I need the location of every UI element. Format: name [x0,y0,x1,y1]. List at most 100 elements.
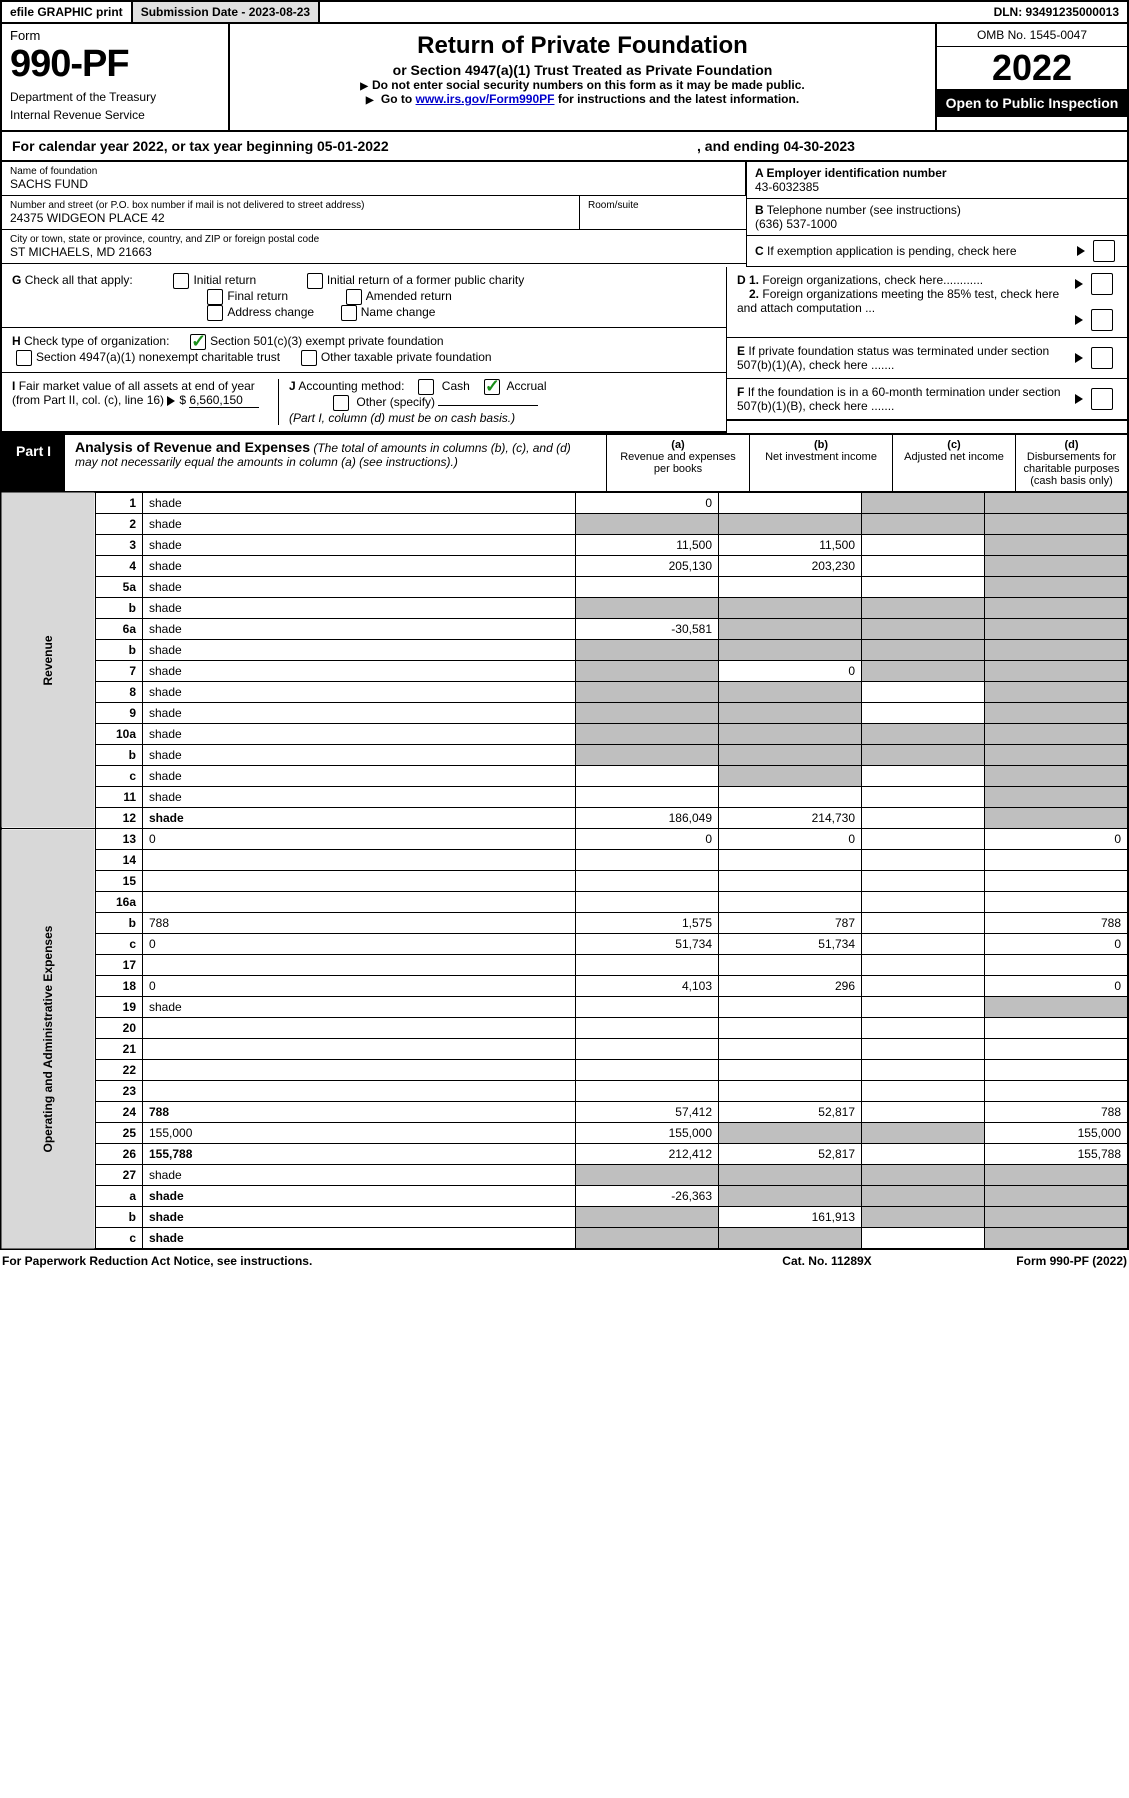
line-desc: shade [143,766,576,787]
accrual-checkbox[interactable] [484,379,500,395]
table-row: 6ashade-30,581 [1,619,1128,640]
cell-value: 155,000 [985,1123,1129,1144]
line-number: 15 [96,871,143,892]
col-c: (c) [947,439,960,451]
line-number: 11 [96,787,143,808]
cell-value [576,997,719,1018]
other-taxable-label: Other taxable private foundation [321,350,492,364]
cell-value: 296 [719,976,862,997]
501c3-checkbox[interactable] [190,334,206,350]
cell-shaded [985,535,1129,556]
entity-info: Name of foundation SACHS FUND Number and… [0,162,1129,267]
line-desc: shade [143,577,576,598]
cell-shaded [862,1207,985,1228]
table-row: 16a [1,892,1128,913]
omb-number: OMB No. 1545-0047 [937,24,1127,47]
cell-shaded [985,1186,1129,1207]
cell-value [862,556,985,577]
cell-value: 11,500 [576,535,719,556]
d1-checkbox[interactable] [1091,273,1113,295]
cell-value: -26,363 [576,1186,719,1207]
efile-label[interactable]: efile GRAPHIC print [2,2,133,22]
4947-label: Section 4947(a)(1) nonexempt charitable … [36,350,280,364]
table-row: 25155,000155,000155,000 [1,1123,1128,1144]
cell-value [719,787,862,808]
part1-title: Analysis of Revenue and Expenses [75,439,310,455]
cell-shaded [719,640,862,661]
cell-value [576,766,719,787]
line-number: c [96,766,143,787]
form-number: 990-PF [10,43,220,86]
accrual-label: Accrual [507,379,547,393]
line-number: 20 [96,1018,143,1039]
cell-value [719,1060,862,1081]
table-row: bshade161,913 [1,1207,1128,1228]
line-number: b [96,913,143,934]
e-checkbox[interactable] [1091,347,1113,369]
address-change-checkbox[interactable] [207,305,223,321]
cell-shaded [985,724,1129,745]
cell-value: 0 [576,829,719,850]
part-tag: Part I [2,435,65,491]
cell-shaded [985,640,1129,661]
exemption-checkbox[interactable] [1093,240,1115,262]
line-number: 13 [96,829,143,850]
table-row: 19shade [1,997,1128,1018]
line-desc: 155,000 [143,1123,576,1144]
city-state-zip: ST MICHAELS, MD 21663 [10,245,738,259]
table-row: 22 [1,1060,1128,1081]
initial-former-checkbox[interactable] [307,273,323,289]
cell-shaded [862,1165,985,1186]
line-number: 12 [96,808,143,829]
4947-checkbox[interactable] [16,350,32,366]
room-label: Room/suite [588,200,738,211]
other-taxable-checkbox[interactable] [301,350,317,366]
cell-shaded [719,598,862,619]
cash-checkbox[interactable] [418,379,434,395]
cell-value [985,892,1129,913]
cell-shaded [862,1186,985,1207]
d2-checkbox[interactable] [1091,309,1113,331]
table-row: 2478857,41252,817788 [1,1102,1128,1123]
cell-value: 214,730 [719,808,862,829]
form990pf-link[interactable]: www.irs.gov/Form990PF [416,92,555,106]
name-change-label: Name change [361,305,436,319]
501c3-label: Section 501(c)(3) exempt private foundat… [210,334,443,348]
cell-value [862,934,985,955]
line-desc: 0 [143,976,576,997]
line-number: 21 [96,1039,143,1060]
line-desc [143,850,576,871]
cell-shaded [862,661,985,682]
table-row: 11shade [1,787,1128,808]
cell-value [862,535,985,556]
e-text: If private foundation status was termina… [737,344,1049,372]
cell-shaded [576,1228,719,1250]
dept-treasury: Department of the Treasury [10,90,220,104]
cell-shaded [719,682,862,703]
line-desc [143,892,576,913]
i-text-b: line 16) [125,393,164,407]
line-number: 1 [96,492,143,514]
cell-shaded [719,619,862,640]
amended-checkbox[interactable] [346,289,362,305]
cell-value [862,829,985,850]
table-row: 26155,788212,41252,817155,788 [1,1144,1128,1165]
line-number: b [96,598,143,619]
final-return-checkbox[interactable] [207,289,223,305]
cell-value [719,577,862,598]
table-row: 23 [1,1081,1128,1102]
line-number: 19 [96,997,143,1018]
cell-value: 161,913 [719,1207,862,1228]
other-method-checkbox[interactable] [333,395,349,411]
page-footer: For Paperwork Reduction Act Notice, see … [0,1250,1129,1272]
name-change-checkbox[interactable] [341,305,357,321]
table-row: Revenue1shade0 [1,492,1128,514]
f-checkbox[interactable] [1091,388,1113,410]
cell-value [862,955,985,976]
cell-value [862,1060,985,1081]
cell-value [985,955,1129,976]
initial-return-checkbox[interactable] [173,273,189,289]
col-a-text: Revenue and expenses per books [620,451,736,475]
line-desc [143,1081,576,1102]
tel-label-b: B [755,203,764,217]
